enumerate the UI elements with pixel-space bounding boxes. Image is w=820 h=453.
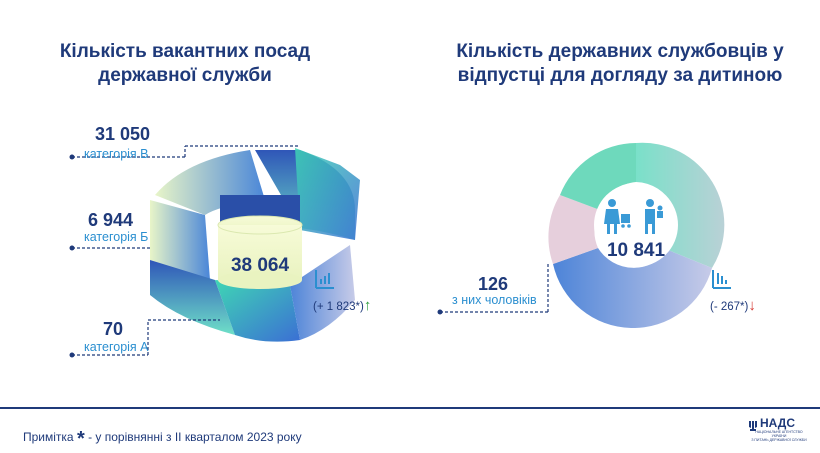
segment-outer-right xyxy=(295,148,360,240)
category-b-value: 6 944 xyxy=(88,210,134,230)
bar-chart-up-icon xyxy=(315,270,334,289)
logo-sub1: НАЦІОНАЛЬНЕ АГЕНТСТВО УКРАЇНИ xyxy=(755,430,803,438)
nads-logo: НАДС НАЦІОНАЛЬНЕ АГЕНТСТВО УКРАЇНИ З ПИТ… xyxy=(748,416,810,442)
ring-slice-green xyxy=(560,143,636,210)
left-chart-title: Кількість вакантних посад державної служ… xyxy=(40,40,330,88)
footer-divider xyxy=(0,407,820,409)
segment-bottom-right xyxy=(290,245,355,340)
right-total-value: 10 841 xyxy=(606,240,666,261)
right-title-line2: відпустці для догляду за дитиною xyxy=(457,65,783,86)
footnote-prefix: Примітка xyxy=(23,430,74,444)
logo-text: НАДС xyxy=(760,416,795,430)
category-v-label: категорія В xyxy=(84,147,149,161)
right-chart-title: Кількість державних службовців у відпуст… xyxy=(440,40,800,88)
segment-left-wall xyxy=(150,200,210,280)
segment-bottom-left xyxy=(150,260,235,335)
arrow-up-icon: ↑ xyxy=(363,297,372,314)
right-title-line1: Кількість державних службовців у xyxy=(456,41,784,62)
right-delta-text: (- 267*) xyxy=(710,301,749,313)
men-value: 126 xyxy=(478,274,509,294)
category-a-value: 70 xyxy=(103,319,124,339)
ring-slice-blue xyxy=(553,248,712,329)
category-b-label: категорія Б xyxy=(84,230,149,244)
right-delta: (- 267*)↓ xyxy=(710,297,756,314)
logo-sub2: З ПИТАНЬ ДЕРЖАВНОЇ СЛУЖБИ xyxy=(751,438,807,442)
left-delta-text: (+ 1 823*) xyxy=(313,301,364,313)
family-icon xyxy=(604,199,663,234)
category-v-value: 31 050 xyxy=(95,124,151,144)
footnote-text: - у порівнянні з II кварталом 2023 року xyxy=(84,430,302,444)
footnote: Примітка * - у порівнянні з II кварталом… xyxy=(23,428,302,451)
men-label: з них чоловіків xyxy=(452,293,537,307)
arrow-down-icon: ↓ xyxy=(748,297,756,314)
ring-slice-teal xyxy=(636,142,725,268)
ring-slice-pink xyxy=(548,195,600,264)
footnote-star: * xyxy=(76,428,85,450)
left-title-line2: державної служби xyxy=(98,65,272,86)
category-a-label: категорія А xyxy=(84,340,149,354)
left-title-line1: Кількість вакантних посад xyxy=(59,41,311,62)
trident-icon xyxy=(749,421,757,431)
bar-chart-down-icon xyxy=(712,270,731,289)
segment-bottom-front xyxy=(215,280,300,342)
left-total-value: 38 064 xyxy=(230,255,290,276)
left-delta: (+ 1 823*)↑ xyxy=(313,297,371,314)
